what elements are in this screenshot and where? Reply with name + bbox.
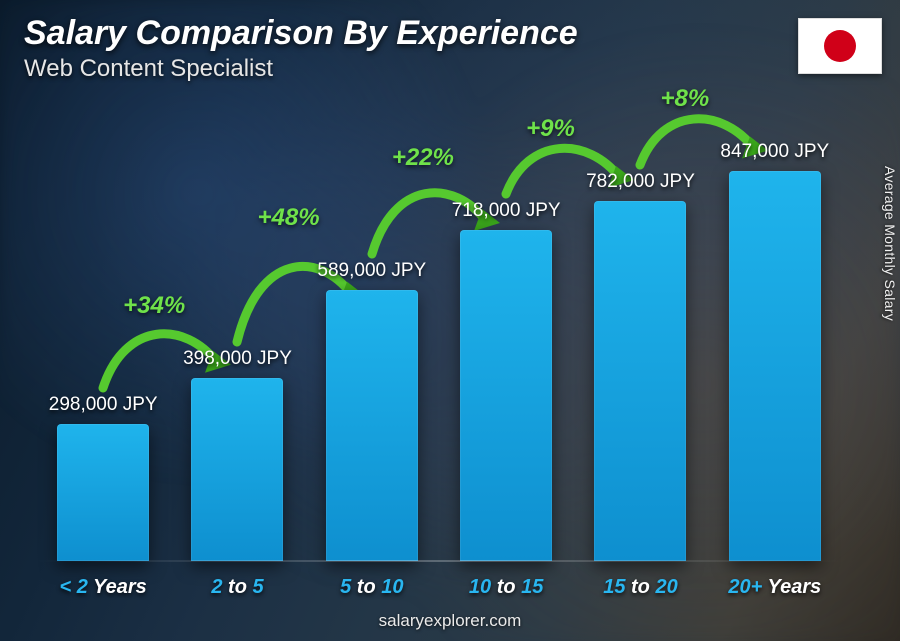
x-axis-label: < 2 Years <box>36 576 170 599</box>
bar <box>594 201 686 561</box>
delta-label: +34% <box>123 292 185 320</box>
bar-slot: 589,000 JPY+22% <box>305 290 439 561</box>
flag-japan <box>798 18 882 74</box>
page-title: Salary Comparison By Experience <box>24 14 578 53</box>
bar-slot: 782,000 JPY+8% <box>573 201 707 561</box>
bar <box>326 290 418 561</box>
page-subtitle: Web Content Specialist <box>24 55 578 83</box>
bar <box>191 378 283 561</box>
flag-disc-icon <box>824 30 856 62</box>
x-axis: < 2 Years2 to 55 to 1010 to 1515 to 2020… <box>36 576 842 599</box>
y-axis-caption: Average Monthly Salary <box>882 166 898 321</box>
bar <box>729 171 821 561</box>
bar-value-label: 847,000 JPY <box>685 141 865 163</box>
bar-value-label: 718,000 JPY <box>416 200 596 222</box>
delta-label: +22% <box>392 144 454 172</box>
title-block: Salary Comparison By Experience Web Cont… <box>24 14 578 83</box>
x-axis-label: 2 to 5 <box>170 576 304 599</box>
x-axis-label: 15 to 20 <box>573 576 707 599</box>
delta-label: +8% <box>660 85 709 113</box>
delta-label: +48% <box>257 204 319 232</box>
bar-value-label: 589,000 JPY <box>282 260 462 282</box>
bar <box>57 424 149 561</box>
bars-container: 298,000 JPY+34%398,000 JPY+48%589,000 JP… <box>36 110 842 561</box>
bar-value-label: 782,000 JPY <box>550 171 730 193</box>
bar-value-label: 398,000 JPY <box>147 348 327 370</box>
x-axis-label: 20+ Years <box>708 576 842 599</box>
delta-label: +9% <box>526 115 575 143</box>
bar-slot: 398,000 JPY+48% <box>170 378 304 561</box>
bar <box>460 230 552 561</box>
infographic-stage: Salary Comparison By Experience Web Cont… <box>0 0 900 641</box>
x-axis-label: 5 to 10 <box>305 576 439 599</box>
chart-baseline <box>36 560 842 562</box>
bar-chart: 298,000 JPY+34%398,000 JPY+48%589,000 JP… <box>36 110 842 561</box>
bar-slot: 847,000 JPY <box>708 171 842 561</box>
footer-credit: salaryexplorer.com <box>0 611 900 631</box>
bar-slot: 718,000 JPY+9% <box>439 230 573 561</box>
x-axis-label: 10 to 15 <box>439 576 573 599</box>
bar-slot: 298,000 JPY+34% <box>36 424 170 561</box>
bar-value-label: 298,000 JPY <box>13 394 193 416</box>
